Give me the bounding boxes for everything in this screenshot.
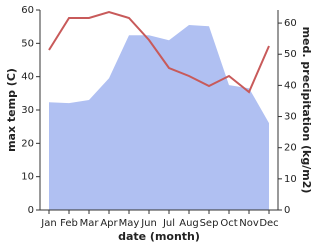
x-tick-label: Jul xyxy=(162,218,175,229)
y2-tick-label: 60 xyxy=(284,18,297,29)
x-tick-label: Feb xyxy=(60,218,78,229)
y2-tick-label: 20 xyxy=(284,143,297,154)
x-tick-label: Jun xyxy=(140,218,157,229)
y-tick-label: 30 xyxy=(21,105,34,116)
y2-axis-title: med. precipitation (kg/m2) xyxy=(300,27,313,194)
x-tick-label: Jan xyxy=(40,218,56,229)
y-tick-label: 20 xyxy=(21,138,34,149)
x-axis-title: date (month) xyxy=(118,230,200,243)
y-axis-title: max temp (C) xyxy=(5,68,18,152)
x-tick-label: Dec xyxy=(259,218,278,229)
x-tick-label: Apr xyxy=(100,218,118,229)
x-tick-label: Mar xyxy=(80,218,100,229)
y2-tick-label: 0 xyxy=(284,205,290,216)
precipitation-area xyxy=(49,24,269,210)
x-tick-label: Aug xyxy=(179,218,199,229)
y-tick-label: 10 xyxy=(21,172,34,183)
temperature-line xyxy=(48,10,270,94)
y-tick-label: 60 xyxy=(21,5,34,16)
y2-tick-label: 10 xyxy=(284,174,297,185)
x-tick-label: May xyxy=(119,218,140,229)
x-tick-label: Sep xyxy=(200,218,219,229)
y2-tick-label: 30 xyxy=(284,112,297,123)
y-tick-label: 50 xyxy=(21,38,34,49)
x-tick-label: Nov xyxy=(239,218,259,229)
x-tick-label: Oct xyxy=(220,218,237,229)
y-tick-label: 40 xyxy=(21,72,34,83)
y2-tick-label: 40 xyxy=(284,80,297,91)
y2-tick-label: 50 xyxy=(284,49,297,60)
y-tick-label: 0 xyxy=(28,205,34,216)
